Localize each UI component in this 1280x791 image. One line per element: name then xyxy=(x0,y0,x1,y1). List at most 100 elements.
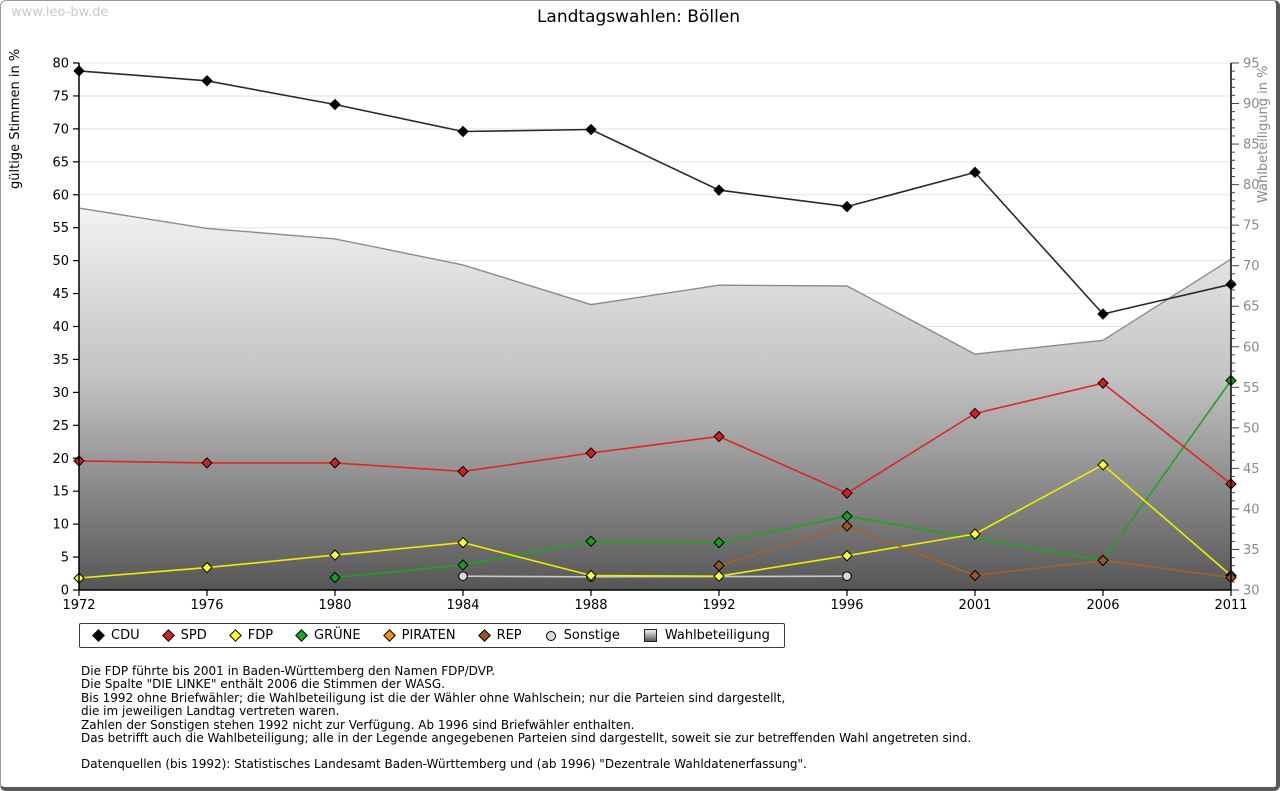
legend-label: PIRATEN xyxy=(401,628,456,643)
legend-item-spd: SPD xyxy=(161,628,207,643)
fdp-marker xyxy=(457,536,469,549)
fdp-line xyxy=(78,463,1232,579)
cdu-marker xyxy=(457,125,469,138)
footnote-line: Die FDP führte bis 2001 in Baden-Württem… xyxy=(81,664,496,678)
legend-label: Sonstige xyxy=(563,628,620,643)
legend-item-cdu: CDU xyxy=(92,628,140,643)
left-tick-label: 50 xyxy=(52,254,69,269)
page-title: Landtagswahlen: Böllen xyxy=(536,7,741,27)
diamond-marker-icon xyxy=(228,629,242,642)
right-tick-label: 95 xyxy=(1243,57,1260,72)
footnote-line: die im jeweiligen Landtag vertreten ware… xyxy=(81,704,340,719)
left-tick-label: 35 xyxy=(52,353,69,368)
legend-label: GRÜNE xyxy=(314,628,361,643)
watermark: www.leo-bw.de xyxy=(11,5,109,20)
right-tick-label: 30 xyxy=(1243,584,1260,599)
left-tick-label: 45 xyxy=(52,287,69,302)
diamond-marker-icon xyxy=(92,629,105,642)
legend-item-grne: GRÜNE xyxy=(295,628,361,643)
right-tick-label: 65 xyxy=(1243,300,1260,315)
right-tick-label: 45 xyxy=(1243,462,1260,477)
election-line-chart: 0 5 10 15 20 25 30 35 40 45 50 55 60 65 70 75 80 30 35 40 45… xyxy=(8,49,1271,613)
circle-marker-icon xyxy=(545,630,556,641)
legend-item-sonstige: Sonstige xyxy=(545,628,620,643)
spd-marker xyxy=(201,457,213,469)
legend-item-rep: REP xyxy=(477,628,522,643)
fdp-marker xyxy=(329,549,341,561)
fdp-marker xyxy=(713,570,725,582)
left-tick-label: 5 xyxy=(61,551,69,566)
right-tick-label: 80 xyxy=(1243,178,1260,193)
left-tick-label: 15 xyxy=(52,485,69,500)
right-tick-label: 55 xyxy=(1243,381,1260,396)
left-tick-label: 0 xyxy=(61,584,69,599)
legend-label: CDU xyxy=(111,628,140,643)
spd-marker xyxy=(1097,377,1109,389)
rep-marker xyxy=(841,520,853,532)
right-tick-label: 35 xyxy=(1243,543,1260,558)
footnote-line: Das betrifft auch die Wahlbeteiligung; a… xyxy=(81,731,972,746)
right-tick-label: 85 xyxy=(1243,138,1260,153)
footnote-line: Die Spalte "DIE LINKE" enthält 2006 die … xyxy=(81,677,446,692)
x-tick-label: 1996 xyxy=(830,598,863,613)
left-tick-label: 55 xyxy=(52,221,69,236)
left-tick-label: 65 xyxy=(52,155,69,170)
spd-marker xyxy=(457,465,469,478)
legend-label: SPD xyxy=(180,628,207,643)
gradient-square-marker-icon xyxy=(643,629,657,642)
turnout-edge xyxy=(78,207,1232,355)
sonstige-marker xyxy=(458,571,468,581)
x-tick-label: 2001 xyxy=(958,598,991,613)
spd-marker xyxy=(329,457,341,469)
fdp-marker xyxy=(841,550,853,562)
cdu-marker xyxy=(201,75,213,87)
x-tick-label: 1972 xyxy=(62,598,95,613)
fdp-marker xyxy=(201,561,213,574)
rep-marker xyxy=(713,559,725,572)
legend-label: REP xyxy=(496,628,522,643)
footnote-line: Bis 1992 ohne Briefwähler; die Wahlbetei… xyxy=(81,690,786,705)
x-tick-label: 1980 xyxy=(318,598,351,613)
diamond-marker-icon xyxy=(295,629,308,642)
x-tick-label: 1992 xyxy=(702,598,735,613)
fdp-marker xyxy=(969,528,981,540)
legend-label: FDP xyxy=(247,628,274,643)
diamond-marker-icon xyxy=(477,629,491,642)
left-tick-label: 75 xyxy=(52,89,69,104)
diamond-marker-icon xyxy=(161,629,175,642)
diamond-marker-icon xyxy=(382,629,396,642)
cdu-marker xyxy=(969,166,981,179)
left-axis-title: gültige Stimmen in % xyxy=(8,49,23,189)
spd-marker xyxy=(585,447,597,459)
right-tick-label: 50 xyxy=(1243,421,1260,436)
legend-item-wahlbeteiligung: Wahlbeteiligung xyxy=(643,628,770,643)
left-tick-label: 60 xyxy=(52,188,69,203)
left-tick-label: 40 xyxy=(52,320,69,335)
right-tick-label: 75 xyxy=(1243,219,1260,234)
cdu-marker xyxy=(329,98,341,111)
spd-line xyxy=(78,382,1232,495)
left-tick-label: 10 xyxy=(52,518,69,533)
cdu-marker xyxy=(1097,308,1109,320)
footnote-line: Zahlen der Sonstigen stehen 1992 nicht z… xyxy=(81,717,635,732)
left-tick-label: 70 xyxy=(52,122,69,137)
rep-marker xyxy=(1097,554,1109,567)
legend-label: Wahlbeteiligung xyxy=(664,628,770,643)
x-tick-label: 2011 xyxy=(1214,598,1247,613)
x-tick-label: 1988 xyxy=(574,598,607,613)
legend-item-fdp: FDP xyxy=(228,628,274,643)
fdp-marker xyxy=(1097,459,1109,471)
right-tick-label: 90 xyxy=(1243,97,1260,112)
sonstige-marker xyxy=(842,571,852,581)
data-source-line: Datenquellen (bis 1992): Statistisches L… xyxy=(81,757,807,772)
x-tick-label: 1984 xyxy=(446,598,479,613)
left-tick-label: 30 xyxy=(52,386,69,401)
spd-marker xyxy=(969,407,981,420)
spd-marker xyxy=(713,430,725,443)
left-tick-label: 25 xyxy=(52,419,69,434)
right-tick-label: 40 xyxy=(1243,502,1260,517)
legend-item-piraten: PIRATEN xyxy=(382,628,456,643)
grne-marker xyxy=(713,536,725,549)
chart-legend: CDU SPD FDP GRÜNE PIRATEN REP Sonstige Wahlbete… xyxy=(79,623,785,648)
